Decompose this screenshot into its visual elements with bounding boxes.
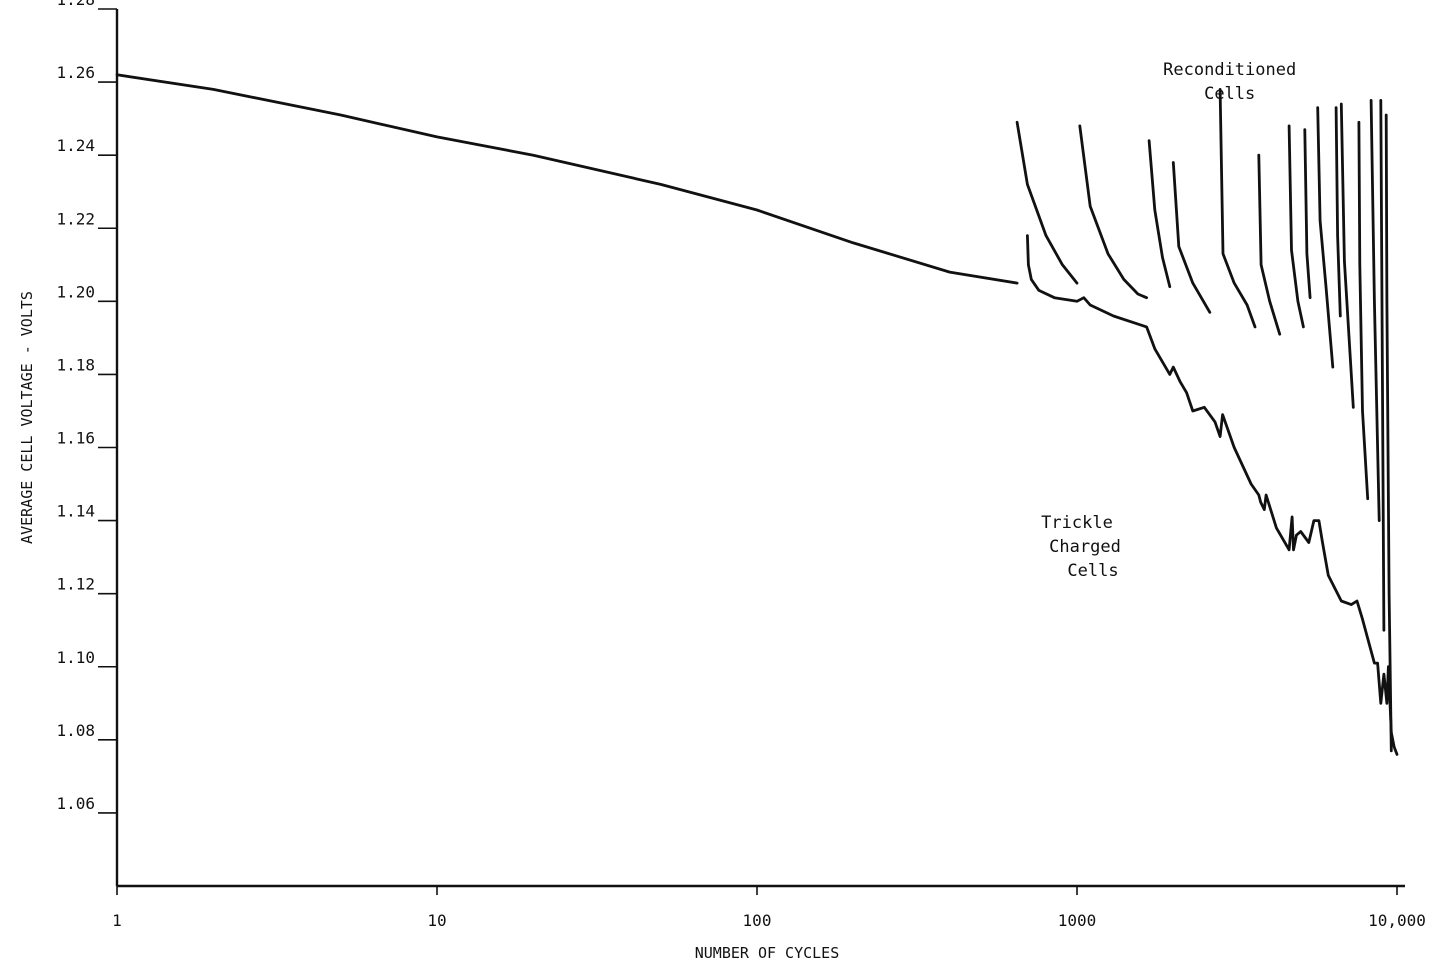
y-tick-label: 1.06 <box>56 794 95 813</box>
x-tick-label: 100 <box>743 911 772 930</box>
y-tick-label: 1.10 <box>56 648 95 667</box>
annotation-line: Cells <box>1204 84 1255 104</box>
series-line-16 <box>1379 99 1386 632</box>
annotation-line: Reconditioned <box>1163 60 1296 80</box>
y-tick-label: 1.12 <box>56 575 95 594</box>
series-line-5 <box>1147 139 1172 289</box>
y-tick-label: 1.18 <box>56 355 95 374</box>
y-tick-label: 1.20 <box>56 282 95 301</box>
y-tick-label: 1.14 <box>56 502 95 521</box>
x-axis-title: NUMBER OF CYCLES <box>695 944 840 962</box>
y-tick-label: 1.22 <box>56 209 95 228</box>
series-line-11 <box>1316 106 1335 369</box>
series-line-12 <box>1334 106 1342 318</box>
x-tick-label: 10,000 <box>1368 911 1426 930</box>
annotation-1: Reconditioned Cells <box>1163 60 1296 104</box>
x-ticks: 1 10 100 1000 10,000 <box>112 886 1426 930</box>
y-tick-label: 1.26 <box>56 63 95 82</box>
series-line-9 <box>1287 124 1305 329</box>
axes <box>115 9 1405 888</box>
series-group <box>115 73 1399 756</box>
annotation-line: Cells <box>1067 561 1118 581</box>
series-line-4 <box>1078 124 1148 300</box>
x-tick-label: 10 <box>427 911 446 930</box>
series-line-13 <box>1339 102 1355 409</box>
series-line-8 <box>1257 153 1282 336</box>
series-line-10 <box>1303 128 1312 300</box>
x-tick-label: 1 <box>112 911 122 930</box>
y-tick-label: 1.08 <box>56 721 95 740</box>
series-line-7 <box>1218 88 1257 329</box>
y-ticks: 1.06 1.08 1.10 1.12 1.14 1.16 1.18 1.20 1.22 1.24… <box>56 0 117 814</box>
series-line-1 <box>115 73 1019 285</box>
annotation-line: Charged <box>1049 537 1121 557</box>
annotation-line: Trickle <box>1041 513 1113 533</box>
series-line-3 <box>1015 120 1079 285</box>
annotation-2: Trickle Charged Cells <box>1041 513 1121 581</box>
series-line-17 <box>1384 113 1393 753</box>
annotations: Reconditioned Cells Trickle Charged Cells <box>1041 60 1296 581</box>
series-line-14 <box>1357 120 1370 501</box>
y-tick-label: 1.16 <box>56 429 95 448</box>
y-axis-title: AVERAGE CELL VOLTAGE - VOLTS <box>18 291 36 544</box>
y-tick-label: 1.24 <box>56 136 95 155</box>
series-line-15 <box>1369 99 1381 522</box>
series-line-6 <box>1171 161 1212 314</box>
y-tick-label: 1.28 <box>56 0 95 9</box>
x-tick-label: 1000 <box>1058 911 1097 930</box>
series-line-2 <box>1026 234 1399 756</box>
